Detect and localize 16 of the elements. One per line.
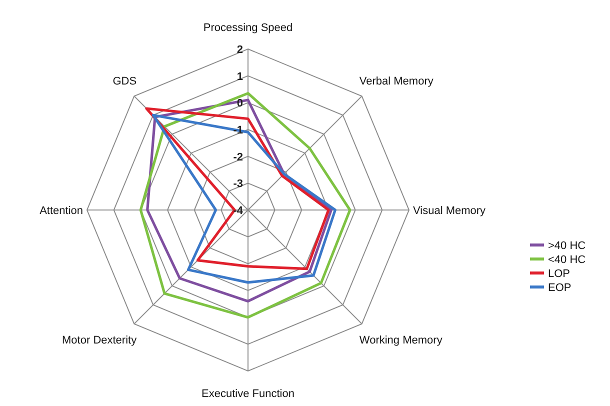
y-tick-label: -3 xyxy=(233,178,243,190)
spoke-label: Processing Speed xyxy=(203,22,293,34)
spoke-label: Visual Memory xyxy=(413,205,486,217)
spoke-label: Verbal Memory xyxy=(359,76,434,88)
spoke-label: Working Memory xyxy=(359,334,443,346)
spoke-label: GDS xyxy=(112,76,137,88)
y-tick-label: -2 xyxy=(233,151,243,164)
y-tick-label: 1 xyxy=(236,70,243,83)
legend-label: LOP xyxy=(548,268,570,280)
spoke-label: Executive Function xyxy=(202,388,294,400)
y-tick-label: 2 xyxy=(236,44,243,56)
legend-label: >40 HC xyxy=(548,240,586,252)
spoke-label: Attention xyxy=(40,205,83,217)
spoke-label: Motor Dexterity xyxy=(62,334,138,346)
legend-label: EOP xyxy=(548,282,572,294)
legend-label: <40 HC xyxy=(548,254,586,266)
